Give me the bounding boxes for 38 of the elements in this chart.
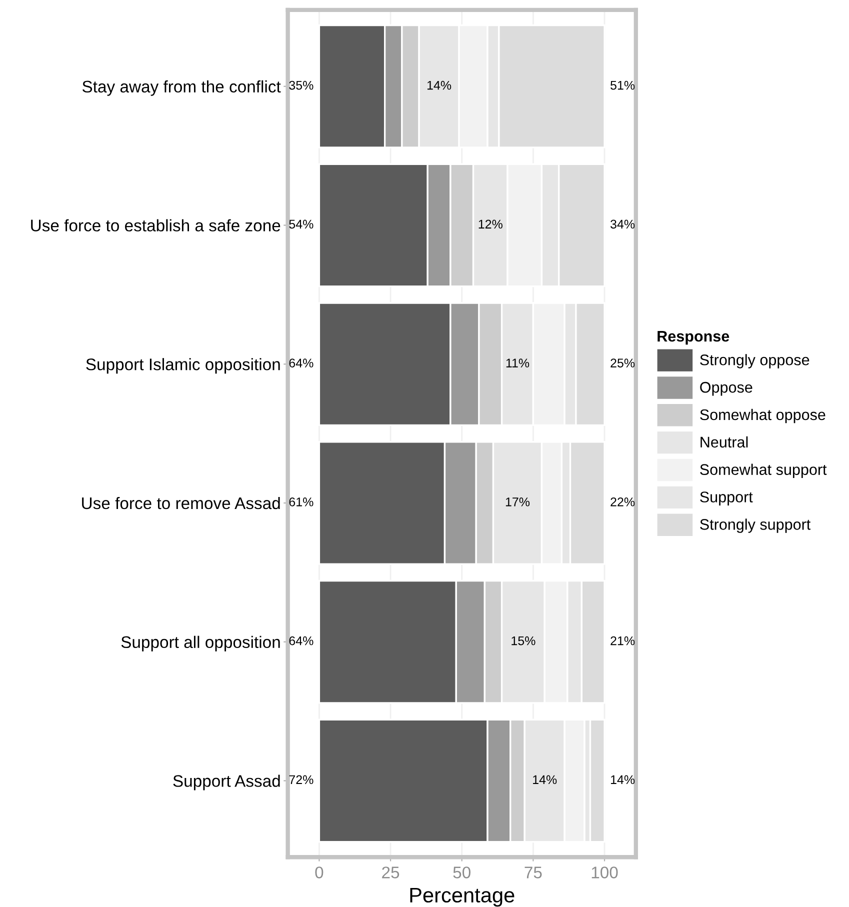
x-tick-label: 75 <box>524 866 542 878</box>
legend-label: Somewhat support <box>700 464 827 478</box>
legend-label: Somewhat oppose <box>700 408 826 424</box>
x-tick-label: 25 <box>382 866 400 878</box>
x-tick-label: 0 <box>315 866 324 878</box>
annotation: 14% <box>610 775 635 784</box>
annotation: 21% <box>610 636 635 646</box>
y-tick-label: Support all opposition <box>121 636 280 652</box>
x-tick-label: 100 <box>592 866 618 878</box>
legend-label: Neutral <box>700 436 748 448</box>
annotation: 72% <box>289 775 314 784</box>
annotation: 25% <box>610 358 635 368</box>
y-tick-label: Support Assad <box>173 774 280 790</box>
annotation: 61% <box>289 497 314 506</box>
annotation: 64% <box>289 358 314 368</box>
annotation: 35% <box>289 80 314 90</box>
annotation: 51% <box>610 80 635 90</box>
legend-label: Strongly oppose <box>700 354 810 368</box>
annotation: 11% <box>506 358 530 368</box>
y-tick-label: Stay away from the conflict <box>82 80 281 96</box>
x-tick-label: 50 <box>453 866 470 878</box>
annotation: 17% <box>506 498 530 506</box>
legend-title: Response <box>658 331 730 345</box>
x-axis-title: Percentage <box>410 888 514 907</box>
legend-label: Strongly support <box>700 518 811 533</box>
legend-label: Support <box>700 492 753 506</box>
annotation: 64% <box>289 636 314 646</box>
annotation: 34% <box>610 220 635 229</box>
annotation: 15% <box>512 636 536 646</box>
y-tick-label: Support Islamic opposition <box>86 358 280 374</box>
annotation: 12% <box>478 220 502 229</box>
annotation: 14% <box>533 775 557 784</box>
y-tick-label: Use force to establish a safe zone <box>31 219 280 232</box>
legend-label: Oppose <box>700 382 752 396</box>
annotation: 22% <box>610 497 635 506</box>
annotation: 14% <box>427 80 452 90</box>
y-tick-label: Use force to remove Assad <box>82 496 280 510</box>
annotation: 54% <box>289 220 314 229</box>
